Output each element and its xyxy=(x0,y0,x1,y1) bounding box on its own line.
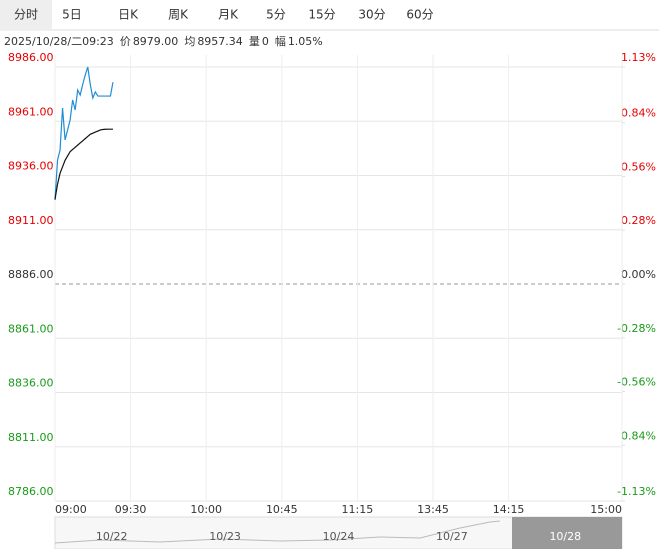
y-tick-label: 8811.00 xyxy=(8,431,54,444)
y-tick-label: 8886.00 xyxy=(8,268,54,281)
navigator-sparkline xyxy=(54,520,501,544)
info-range: 1.05% xyxy=(288,35,323,48)
x-tick-label: 14:15 xyxy=(493,503,525,516)
y2-tick-label: 0.00% xyxy=(621,268,656,281)
tab[interactable]: 60分 xyxy=(406,8,433,22)
navigator-date: 10/27 xyxy=(436,530,468,543)
tab-bar xyxy=(0,0,659,30)
tab[interactable]: 月K xyxy=(218,8,239,22)
x-tick-label: 09:00 xyxy=(55,503,87,516)
y-tick-label: 8861.00 xyxy=(8,322,54,335)
tab[interactable]: 日K xyxy=(118,8,139,22)
price-line xyxy=(54,66,114,201)
info-avg-label: 均 xyxy=(184,35,195,48)
y2-tick-label: 0.84% xyxy=(621,429,656,442)
navigator-date: 10/28 xyxy=(549,530,581,543)
tab[interactable]: 30分 xyxy=(358,8,385,22)
info-price: 8979.00 xyxy=(133,35,179,48)
y2-tick-label: -0.56% xyxy=(617,376,656,389)
info-avg: 8957.34 xyxy=(197,35,243,48)
y2-tick-label: -0.28% xyxy=(617,322,656,335)
y2-tick-label: 0.56% xyxy=(621,160,656,173)
x-tick-label: 13:45 xyxy=(417,503,449,516)
tab[interactable]: 5分 xyxy=(266,8,286,22)
y2-tick-label: -1.13% xyxy=(617,485,656,498)
navigator-date: 10/22 xyxy=(96,530,128,543)
info-range-label: 幅 xyxy=(275,35,286,48)
info-volume: 0 xyxy=(262,35,269,48)
navigator-date: 10/24 xyxy=(323,530,355,543)
x-tick-label: 10:45 xyxy=(266,503,298,516)
info-volume-label: 量 xyxy=(249,35,260,48)
y-tick-label: 8911.00 xyxy=(8,214,54,227)
y-tick-label: 8961.00 xyxy=(8,105,54,118)
y-tick-label: 8936.00 xyxy=(8,160,54,173)
y2-tick-label: 0.84% xyxy=(621,107,656,120)
tab[interactable]: 5日 xyxy=(62,8,82,22)
x-tick-label: 10:00 xyxy=(190,503,222,516)
active-tab xyxy=(0,0,52,30)
x-tick-label: 11:15 xyxy=(342,503,374,516)
x-tick-label: 15:00 xyxy=(590,503,622,516)
navigator-window[interactable] xyxy=(512,517,622,549)
price-line xyxy=(54,128,113,200)
navigator-date: 10/23 xyxy=(209,530,241,543)
y-tick-label: 8986.00 xyxy=(8,51,54,64)
tab[interactable]: 15分 xyxy=(308,8,335,22)
y2-tick-label: 0.28% xyxy=(621,214,656,227)
y-tick-label: 8786.00 xyxy=(8,485,54,498)
tab[interactable]: 周K xyxy=(168,8,189,22)
y2-tick-label: 1.13% xyxy=(621,51,656,64)
info-price-label: 价 xyxy=(120,35,131,48)
x-tick-label: 09:30 xyxy=(115,503,147,516)
info-datetime: 2025/10/28/二09:23 xyxy=(4,35,114,48)
y-tick-label: 8836.00 xyxy=(8,377,54,390)
tab[interactable]: 分时 xyxy=(14,8,38,22)
